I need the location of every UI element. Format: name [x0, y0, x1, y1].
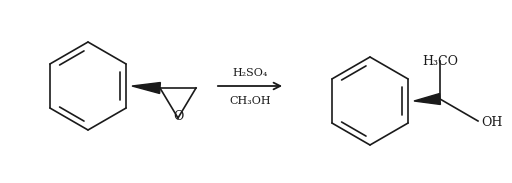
Text: H₃CO: H₃CO [422, 55, 458, 68]
Text: H₂SO₄: H₂SO₄ [232, 68, 268, 78]
Text: CH₃OH: CH₃OH [229, 96, 271, 106]
Polygon shape [414, 94, 440, 104]
Text: O: O [173, 110, 183, 123]
Polygon shape [132, 83, 160, 94]
Text: OH: OH [481, 115, 502, 128]
